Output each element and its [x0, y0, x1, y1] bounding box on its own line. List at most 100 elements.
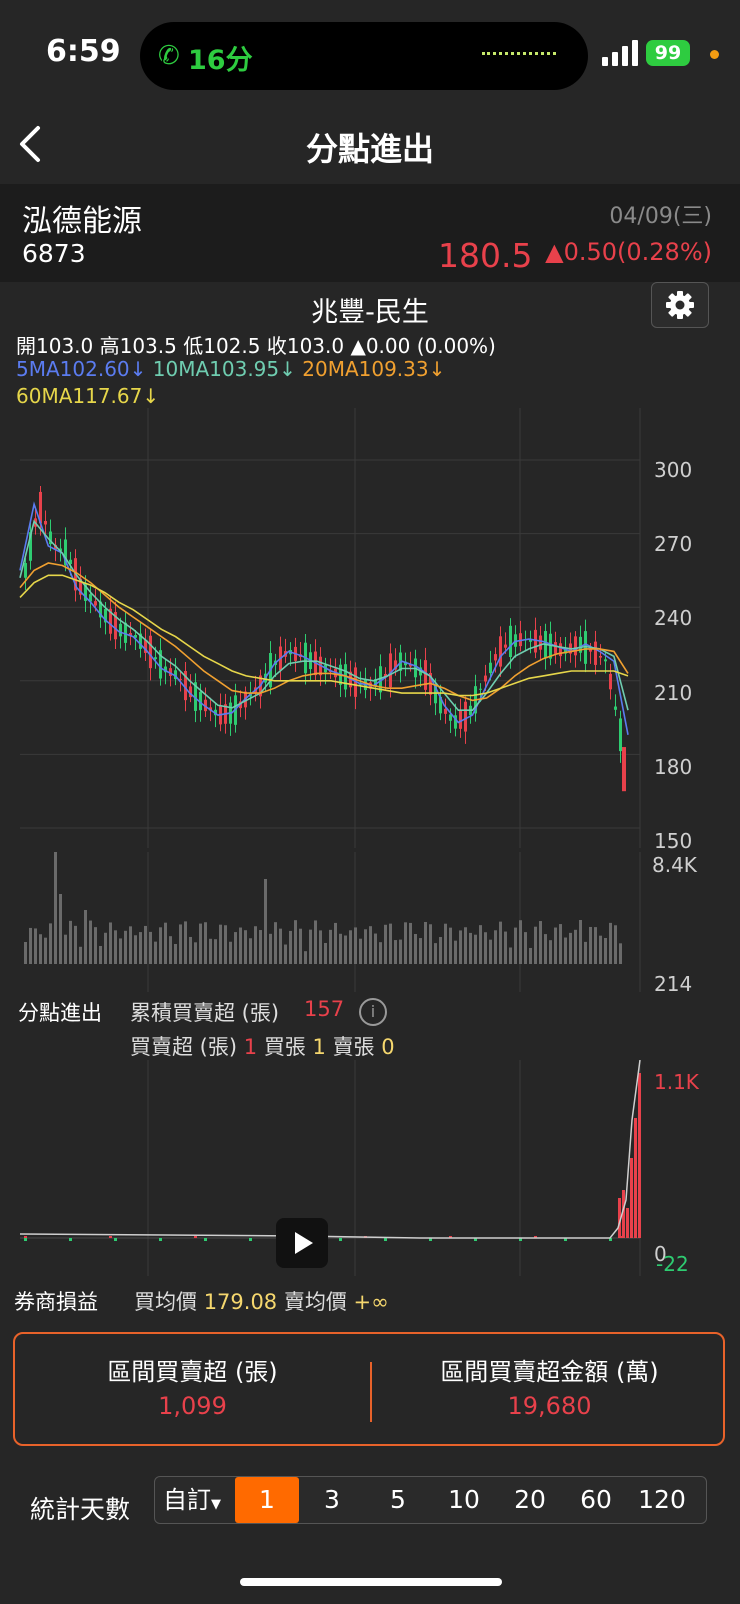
custom-days-button[interactable]: 自訂▼ [155, 1477, 229, 1523]
volume-bar [409, 922, 412, 964]
candle [154, 657, 157, 660]
flow-bar [519, 1238, 522, 1241]
volume-bar [329, 929, 332, 964]
candle [114, 612, 117, 640]
volume-bar [574, 929, 577, 964]
volume-bar [604, 938, 607, 964]
volume-bar [204, 922, 207, 964]
flow-bar [159, 1238, 162, 1241]
candle [424, 660, 427, 690]
candle [499, 636, 502, 667]
volume-bar [489, 939, 492, 964]
volume-bar [124, 930, 127, 964]
candle [179, 678, 182, 680]
flow-bar [564, 1238, 567, 1241]
flow-bar [249, 1238, 252, 1241]
call-duration: 16分 [188, 45, 253, 76]
candle [539, 635, 542, 650]
volume-bar [74, 925, 77, 964]
volume-bar [309, 929, 312, 964]
candle [409, 663, 412, 667]
play-button[interactable] [276, 1218, 328, 1268]
candle [404, 661, 407, 666]
candle [564, 648, 567, 654]
candle [79, 578, 82, 595]
volume-bar [274, 922, 277, 964]
volume-bar [554, 927, 557, 964]
volume-bar [159, 927, 162, 964]
volume-bar [149, 931, 152, 964]
price-chart[interactable] [0, 408, 740, 848]
info-icon[interactable]: i [359, 998, 387, 1026]
days-option-10[interactable]: 10 [448, 1485, 480, 1514]
volume-bar [234, 932, 237, 964]
stock-code: 6873 [22, 239, 86, 268]
candle [609, 673, 612, 690]
flow-bar [114, 1238, 117, 1241]
flow-bar [24, 1236, 27, 1238]
settings-button[interactable] [651, 282, 709, 328]
volume-bar [384, 924, 387, 964]
custom-days-label: 自訂 [163, 1486, 211, 1514]
volume-bar [559, 924, 562, 964]
home-indicator[interactable] [240, 1578, 502, 1586]
volume-bar [64, 934, 67, 964]
volume-max-label: 8.4K [652, 853, 697, 877]
volume-bar [619, 943, 622, 964]
volume-bar [479, 925, 482, 964]
flow-min-label: -22 [656, 1252, 689, 1276]
privacy-indicator-icon [710, 50, 719, 59]
volume-bar [269, 933, 272, 964]
flow-chart[interactable] [0, 1060, 740, 1276]
volume-bar [599, 935, 602, 964]
volume-bar [134, 935, 137, 964]
broker-name[interactable]: 兆豐-民生 [311, 297, 429, 328]
candle [614, 706, 617, 710]
volume-bar [339, 933, 342, 964]
candle [534, 629, 537, 653]
volume-bar [434, 943, 437, 964]
volume-bar [524, 932, 527, 964]
sell-label: 賣張 [332, 1035, 375, 1059]
volume-bar [109, 922, 112, 964]
flow-section-label: 分點進出 [18, 1001, 102, 1025]
candle [454, 715, 457, 729]
volume-bar [89, 920, 92, 964]
stock-name: 泓德能源 [22, 204, 142, 239]
candle [489, 662, 492, 674]
volume-bar [194, 942, 197, 964]
volume-chart[interactable] [0, 852, 740, 992]
volume-bar [509, 947, 512, 964]
volume-bar [99, 945, 102, 964]
days-option-20[interactable]: 20 [514, 1485, 546, 1514]
volume-bar [239, 927, 242, 964]
candle [204, 699, 207, 712]
play-icon [295, 1232, 313, 1254]
volume-bar [259, 930, 262, 964]
candle [184, 670, 187, 701]
volume-bar [179, 924, 182, 964]
ma-line-5ma [19, 501, 629, 735]
candle [144, 640, 147, 653]
candle [529, 638, 532, 642]
days-option-1[interactable]: 1 [235, 1477, 299, 1523]
days-option-3[interactable]: 3 [324, 1485, 340, 1514]
candle [39, 491, 42, 524]
flow-max-label: 1.1K [654, 1070, 699, 1094]
days-option-120[interactable]: 120 [638, 1485, 686, 1514]
candle [589, 648, 592, 652]
gear-icon [666, 291, 694, 319]
candle [434, 685, 437, 704]
flow-bar [339, 1238, 342, 1241]
days-option-5[interactable]: 5 [390, 1485, 406, 1514]
back-chevron-icon[interactable] [16, 124, 46, 164]
cumulative-value: 157 [304, 997, 345, 1021]
candle [134, 635, 137, 638]
dynamic-island[interactable]: ✆ 16分 [140, 22, 588, 90]
volume-bar [404, 922, 407, 964]
volume-bar [474, 934, 477, 964]
flow-bar [638, 1073, 641, 1238]
days-option-60[interactable]: 60 [580, 1485, 612, 1514]
volume-bar [399, 939, 402, 964]
volume-bar [69, 920, 72, 964]
